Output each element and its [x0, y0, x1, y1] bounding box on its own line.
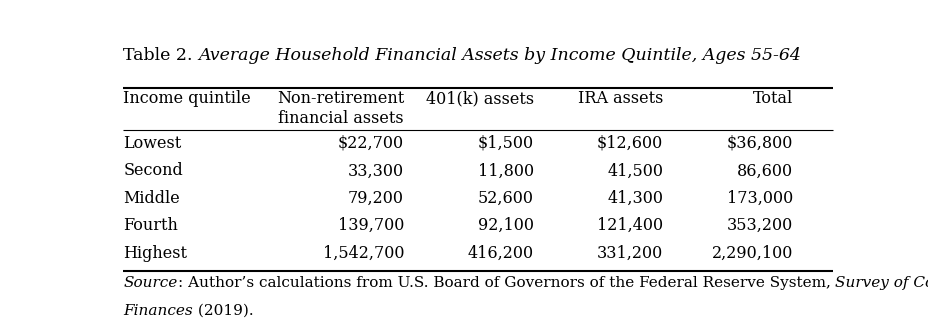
Text: 401(k) assets: 401(k) assets: [425, 90, 534, 108]
Text: 353,200: 353,200: [726, 217, 792, 234]
Text: Highest: Highest: [123, 245, 187, 262]
Text: 173,000: 173,000: [726, 190, 792, 207]
Text: 1,542,700: 1,542,700: [322, 245, 404, 262]
Text: Non-retirement
financial assets: Non-retirement financial assets: [277, 90, 404, 127]
Text: $1,500: $1,500: [477, 135, 534, 152]
Text: 416,200: 416,200: [467, 245, 534, 262]
Text: 11,800: 11,800: [477, 162, 534, 179]
Text: 139,700: 139,700: [338, 217, 404, 234]
Text: Total: Total: [752, 90, 792, 108]
Text: 33,300: 33,300: [348, 162, 404, 179]
Text: 2,290,100: 2,290,100: [711, 245, 792, 262]
Text: Table 2.: Table 2.: [123, 47, 198, 64]
Text: Income quintile: Income quintile: [123, 90, 251, 108]
Text: 41,500: 41,500: [607, 162, 663, 179]
Text: Middle: Middle: [123, 190, 180, 207]
Text: 79,200: 79,200: [348, 190, 404, 207]
Text: IRA assets: IRA assets: [577, 90, 663, 108]
Text: 121,400: 121,400: [597, 217, 663, 234]
Text: Fourth: Fourth: [123, 217, 178, 234]
Text: $22,700: $22,700: [338, 135, 404, 152]
Text: Lowest: Lowest: [123, 135, 181, 152]
Text: Source: Source: [123, 276, 177, 290]
Text: Survey of Consumer: Survey of Consumer: [834, 276, 928, 290]
Text: 86,600: 86,600: [736, 162, 792, 179]
Text: : Author’s calculations from U.S. Board of Governors of the Federal Reserve Syst: : Author’s calculations from U.S. Board …: [177, 276, 834, 290]
Text: 41,300: 41,300: [607, 190, 663, 207]
Text: 331,200: 331,200: [597, 245, 663, 262]
Text: Second: Second: [123, 162, 183, 179]
Text: $12,600: $12,600: [597, 135, 663, 152]
Text: $36,800: $36,800: [726, 135, 792, 152]
Text: Finances: Finances: [123, 304, 193, 318]
Text: 52,600: 52,600: [477, 190, 534, 207]
Text: 92,100: 92,100: [477, 217, 534, 234]
Text: Average Household Financial Assets by Income Quintile, Ages 55-64: Average Household Financial Assets by In…: [198, 47, 800, 64]
Text: (2019).: (2019).: [193, 304, 253, 318]
